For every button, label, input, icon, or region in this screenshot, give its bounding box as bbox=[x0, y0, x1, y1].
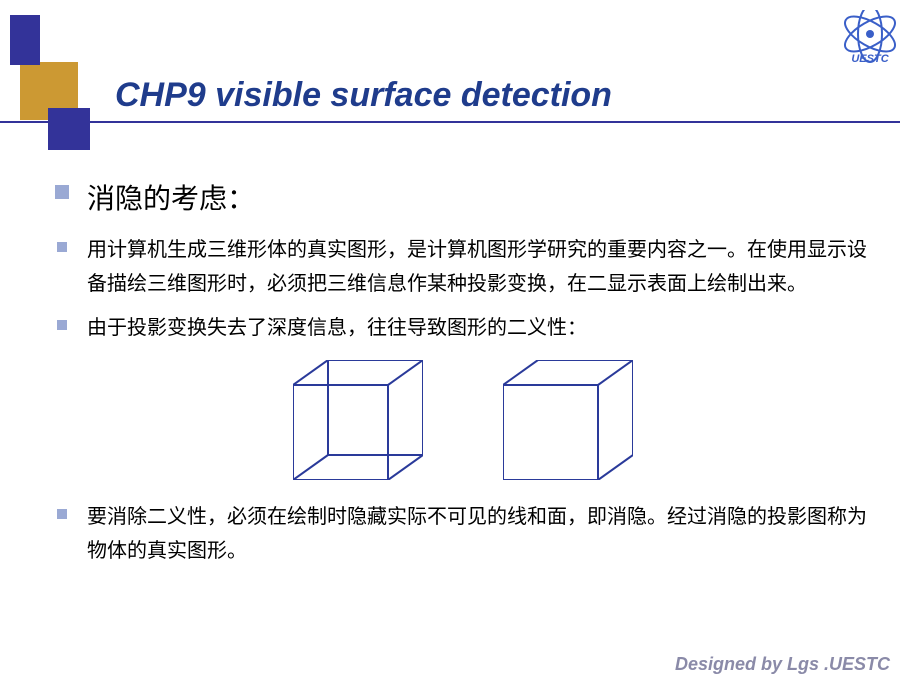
bullet-icon bbox=[57, 242, 67, 252]
footer-credit: Designed by Lgs .UESTC bbox=[675, 654, 890, 675]
body-item: 要消除二义性，必须在绘制时隐藏实际不可见的线和面，即消隐。经过消隐的投影图称为物… bbox=[55, 500, 870, 568]
title-underline bbox=[0, 121, 900, 123]
cube-wireframe-full bbox=[293, 360, 423, 480]
cube-hidden-removed bbox=[503, 360, 633, 480]
slide-title: CHP9 visible surface detection bbox=[115, 76, 612, 115]
bullet-icon bbox=[57, 509, 67, 519]
heading-text: 消隐的考虑： bbox=[87, 175, 870, 223]
body-item: 由于投影变换失去了深度信息，往往导致图形的二义性： bbox=[55, 311, 870, 345]
logo-text: UESTC bbox=[851, 53, 889, 65]
heading-item: 消隐的考虑： bbox=[55, 175, 870, 223]
decor-blue-top bbox=[10, 15, 40, 65]
body-text-2: 由于投影变换失去了深度信息，往往导致图形的二义性： bbox=[87, 311, 870, 345]
slide-content: 消隐的考虑： 用计算机生成三维形体的真实图形，是计算机图形学研究的重要内容之一。… bbox=[55, 175, 870, 578]
decor-blue-mid bbox=[48, 108, 90, 150]
bullet-icon bbox=[57, 320, 67, 330]
body-text-1: 用计算机生成三维形体的真实图形，是计算机图形学研究的重要内容之一。在使用显示设备… bbox=[87, 233, 870, 301]
body-text-3: 要消除二义性，必须在绘制时隐藏实际不可见的线和面，即消隐。经过消隐的投影图称为物… bbox=[87, 500, 870, 568]
body-item: 用计算机生成三维形体的真实图形，是计算机图形学研究的重要内容之一。在使用显示设备… bbox=[55, 233, 870, 301]
cube-diagram-row bbox=[55, 360, 870, 480]
bullet-icon bbox=[55, 185, 69, 199]
uestc-logo: UESTC bbox=[835, 10, 905, 65]
